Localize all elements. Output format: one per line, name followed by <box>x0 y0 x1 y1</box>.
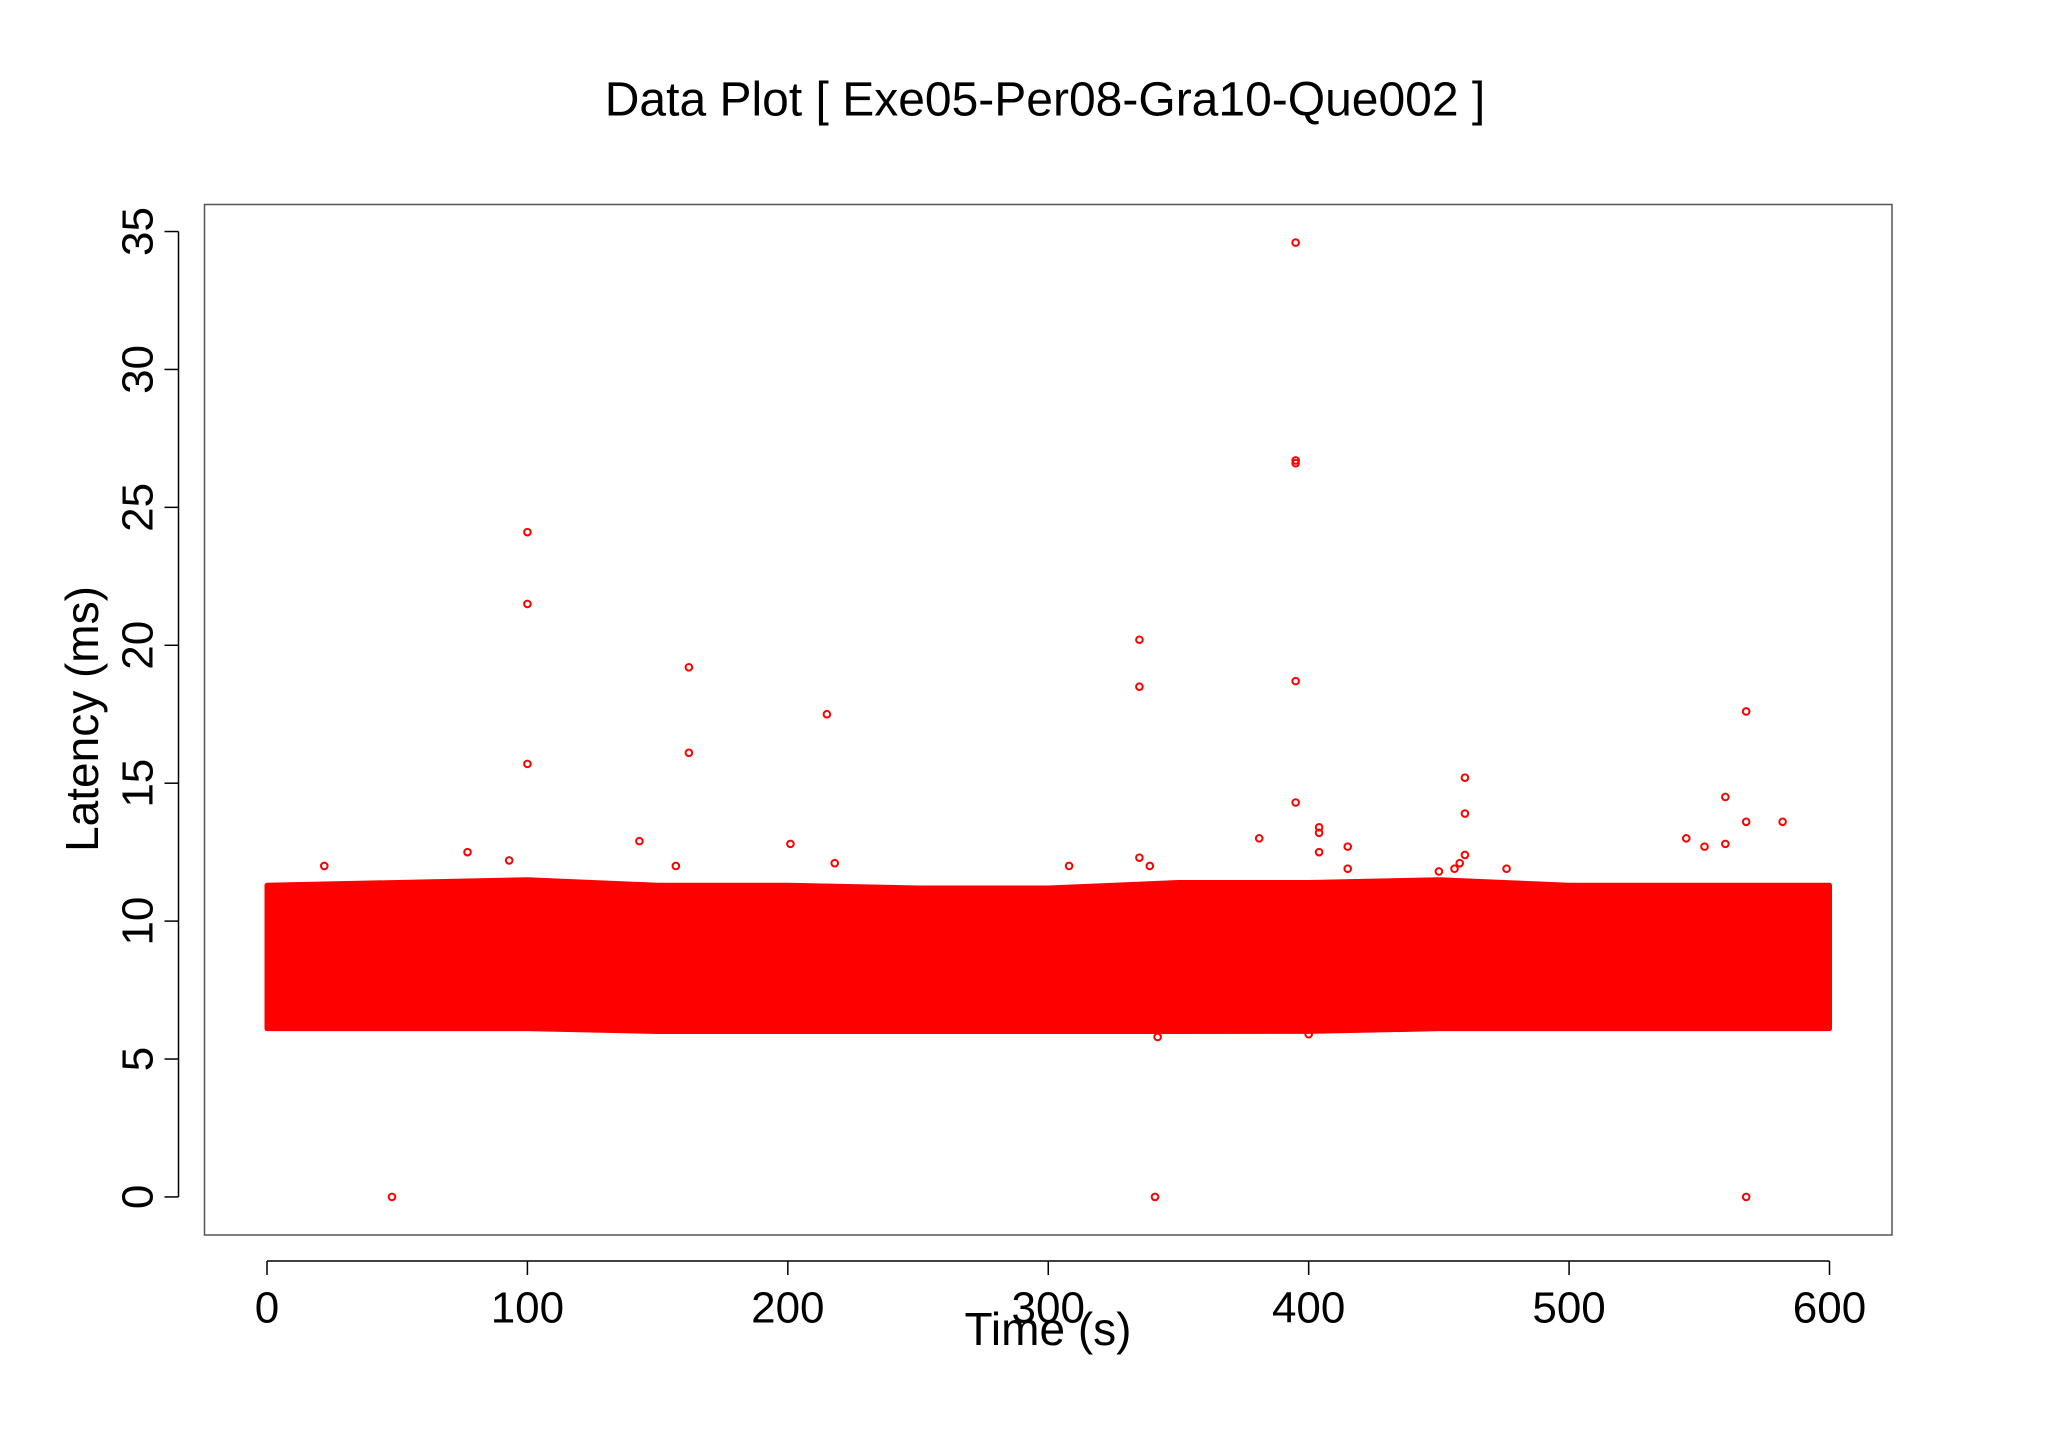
point <box>1681 834 1691 843</box>
point <box>684 663 694 672</box>
point <box>830 858 840 868</box>
point <box>786 839 795 849</box>
point <box>1314 847 1324 857</box>
point <box>1135 635 1144 645</box>
point <box>1455 858 1465 868</box>
point <box>523 759 532 769</box>
x-tick-label: 0 <box>255 1284 279 1333</box>
point <box>1741 817 1751 827</box>
point <box>684 748 694 758</box>
point <box>1778 817 1787 827</box>
y-tick-label: 30 <box>114 345 163 394</box>
point <box>1135 853 1144 862</box>
y-tick-label: 20 <box>114 621 163 670</box>
point <box>1460 809 1470 818</box>
point <box>1145 861 1155 871</box>
y-tick-label: 35 <box>114 207 163 256</box>
point <box>1254 834 1264 843</box>
point <box>523 599 532 609</box>
y-tick-label: 5 <box>114 1047 163 1071</box>
point <box>1460 850 1470 860</box>
point <box>504 856 514 865</box>
point <box>319 861 329 871</box>
point <box>1150 1192 1160 1202</box>
point <box>523 527 532 537</box>
x-tick-label: 100 <box>491 1284 564 1333</box>
point <box>1343 864 1353 873</box>
point <box>1291 798 1300 807</box>
point <box>1291 238 1300 247</box>
point <box>1291 456 1300 465</box>
point <box>1460 773 1470 782</box>
point <box>1741 1192 1751 1202</box>
x-tick-label: 500 <box>1532 1284 1605 1333</box>
point <box>1721 839 1730 849</box>
x-axis-label: Time (s) <box>965 1303 1132 1355</box>
y-axis-label: Latency (ms) <box>56 586 108 852</box>
point <box>1502 864 1511 873</box>
point <box>463 847 472 857</box>
point <box>1434 867 1444 876</box>
point <box>1153 1032 1162 1042</box>
y-tick-label: 25 <box>114 483 163 532</box>
plot-frame <box>203 203 1893 1236</box>
point <box>635 836 644 846</box>
dense-band <box>264 877 1832 1034</box>
y-tick-label: 10 <box>114 897 163 946</box>
point <box>1721 792 1730 802</box>
point <box>1064 861 1074 871</box>
y-tick-label: 15 <box>114 759 163 808</box>
point <box>822 709 832 719</box>
point <box>387 1192 397 1202</box>
point <box>1450 864 1459 873</box>
point <box>1291 676 1300 686</box>
point <box>1700 842 1709 851</box>
point <box>1314 828 1324 838</box>
point <box>1314 823 1324 832</box>
point <box>1343 842 1353 851</box>
point <box>1291 458 1300 468</box>
x-tick-label: 400 <box>1272 1284 1345 1333</box>
point <box>671 861 681 871</box>
point <box>1304 1029 1313 1039</box>
x-tick-label: 600 <box>1793 1284 1866 1333</box>
y-tick-label: 0 <box>114 1185 163 1209</box>
x-tick-label: 200 <box>751 1284 824 1333</box>
point <box>1135 682 1144 691</box>
chart-title: Data Plot [ Exe05-Per08-Gra10-Que002 ] <box>605 74 1485 127</box>
x-tick-label: 300 <box>1012 1284 1085 1333</box>
point <box>1741 707 1751 716</box>
